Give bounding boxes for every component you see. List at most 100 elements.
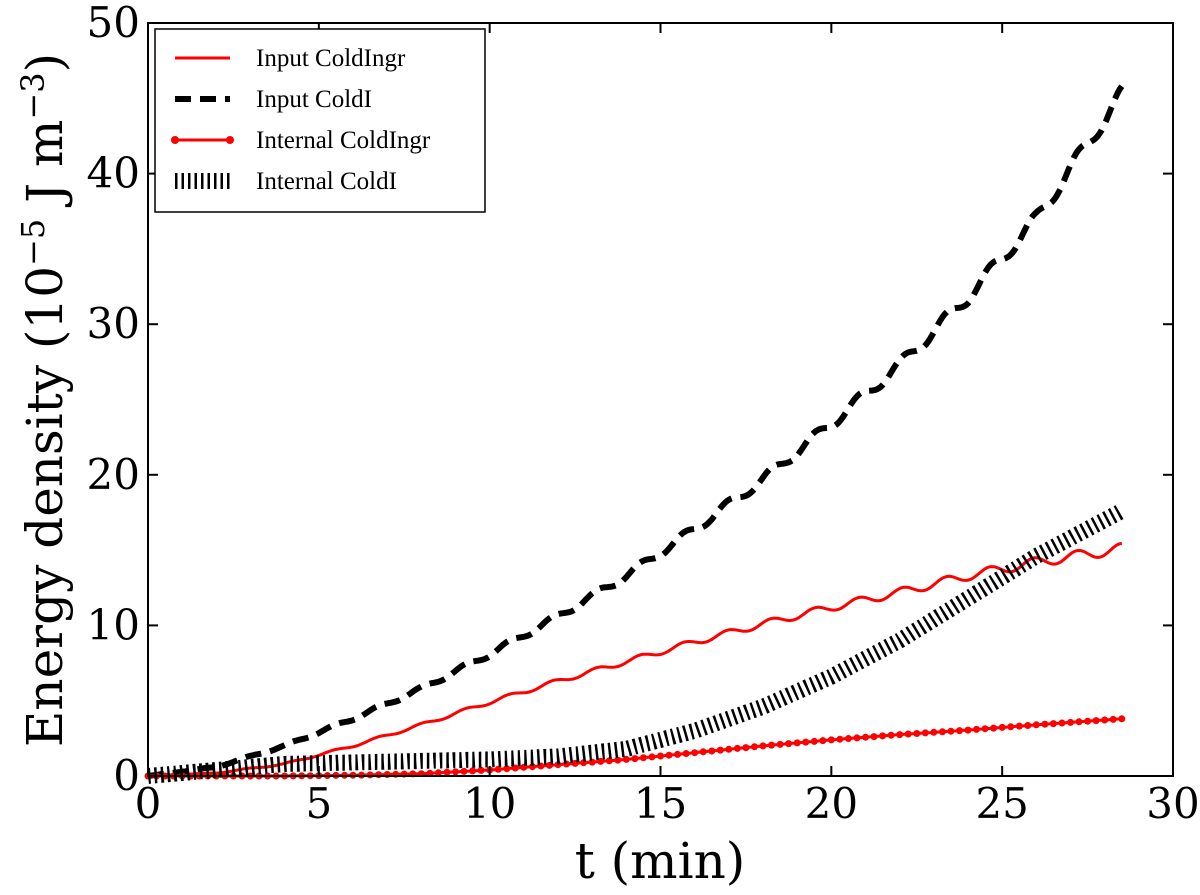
- data-point-internal-coldingr: [1049, 720, 1057, 728]
- data-point-internal-coldingr: [1109, 715, 1117, 723]
- x-tick-label: 0: [135, 779, 162, 828]
- data-point-internal-coldingr: [836, 735, 844, 743]
- data-point-internal-coldingr: [443, 768, 451, 776]
- data-point-internal-coldingr: [528, 763, 536, 771]
- y-axis-title-end: ): [16, 53, 74, 73]
- data-point-internal-coldingr: [947, 727, 955, 735]
- data-point-internal-coldingr: [887, 731, 895, 739]
- data-point-internal-coldingr: [853, 734, 861, 742]
- data-point-internal-coldingr: [819, 737, 827, 745]
- data-point-internal-coldingr: [896, 731, 904, 739]
- data-point-internal-coldingr: [682, 750, 690, 757]
- data-point-internal-coldingr: [1015, 722, 1023, 730]
- y-tick-label: 50: [87, 0, 140, 47]
- y-tick-label: 30: [87, 299, 140, 348]
- series-line-input-coldi: [147, 84, 1125, 779]
- data-point-internal-coldingr: [605, 757, 613, 765]
- data-point-internal-coldingr: [1041, 720, 1049, 728]
- x-tick-label: 10: [463, 779, 516, 828]
- data-point-internal-coldingr: [622, 755, 630, 763]
- data-point-internal-coldingr: [768, 741, 775, 749]
- data-point-internal-coldingr: [921, 729, 929, 737]
- legend-entry-internal-coldingr: Internal ColdIngr: [171, 127, 431, 154]
- data-point-internal-coldingr: [930, 728, 938, 736]
- data-point-internal-coldingr: [708, 747, 716, 755]
- data-point-internal-coldingr: [1007, 723, 1015, 731]
- x-axis-title: t (min): [575, 832, 746, 890]
- legend-marker: [226, 136, 234, 144]
- data-point-internal-coldingr: [1084, 717, 1092, 725]
- data-point-internal-coldingr: [452, 768, 459, 776]
- data-point-internal-coldingr: [751, 743, 758, 751]
- data-point-internal-coldingr: [1118, 715, 1126, 723]
- data-point-internal-coldingr: [776, 740, 784, 748]
- y-axis-title-mid: J m: [16, 120, 74, 219]
- legend-label: Input ColdI: [256, 86, 372, 113]
- data-point-internal-coldingr: [862, 733, 869, 741]
- legend-entries: Input ColdIngr Input ColdI Internal ColdIn…: [171, 45, 431, 195]
- data-point-internal-coldingr: [460, 767, 468, 775]
- data-point-internal-coldingr: [810, 737, 818, 745]
- data-point-internal-coldingr: [665, 751, 673, 759]
- data-point-internal-coldingr: [964, 726, 972, 734]
- y-axis-title: Energy density (10−5 J m−3): [14, 53, 74, 747]
- data-point-internal-coldingr: [725, 745, 733, 753]
- data-point-internal-coldingr: [1101, 716, 1109, 724]
- data-point-internal-coldingr: [938, 728, 946, 736]
- data-point-internal-coldingr: [375, 771, 383, 779]
- y-tick-label: 10: [87, 600, 140, 649]
- data-point-internal-coldingr: [588, 758, 596, 766]
- data-point-internal-coldingr: [870, 733, 878, 741]
- data-point-internal-coldingr: [998, 723, 1006, 731]
- legend-entry-internal-coldi: Internal ColdI: [175, 168, 397, 195]
- data-point-internal-coldingr: [477, 766, 485, 774]
- data-point-internal-coldingr: [614, 756, 622, 764]
- data-point-internal-coldingr: [802, 738, 810, 746]
- x-tick-label: 5: [305, 779, 332, 828]
- data-point-internal-coldingr: [494, 765, 502, 773]
- data-point-internal-coldingr: [793, 739, 801, 747]
- data-point-internal-coldingr: [648, 753, 656, 761]
- data-point-internal-coldingr: [827, 736, 835, 744]
- y-axis-title-exp2: −3: [14, 72, 52, 119]
- legend-label: Input ColdIngr: [256, 45, 406, 72]
- x-tick-label: 20: [805, 779, 858, 828]
- data-point-internal-coldingr: [733, 744, 741, 752]
- legend-label: Internal ColdI: [256, 168, 397, 195]
- data-point-internal-coldingr: [742, 744, 750, 752]
- legend-marker: [171, 136, 179, 144]
- data-point-internal-coldingr: [366, 771, 374, 779]
- data-point-internal-coldingr: [1075, 718, 1083, 726]
- ticks-layer: 0 5 10 15 20 25 30 0 10 20 30 40 50: [87, 0, 1200, 828]
- data-point-internal-coldingr: [1067, 718, 1074, 726]
- y-axis-title-main: Energy density (10: [16, 266, 74, 747]
- data-point-internal-coldingr: [1024, 722, 1032, 729]
- y-axis-title-exp1: −5: [14, 219, 52, 266]
- data-point-internal-coldingr: [990, 724, 998, 732]
- x-tick-label: 15: [634, 779, 687, 828]
- data-point-internal-coldingr: [1058, 719, 1066, 727]
- data-point-internal-coldingr: [785, 740, 793, 748]
- data-point-internal-coldingr: [1032, 721, 1040, 729]
- data-point-internal-coldingr: [956, 727, 963, 735]
- data-point-internal-coldingr: [879, 732, 887, 740]
- data-point-internal-coldingr: [639, 754, 647, 762]
- y-tick-label: 20: [87, 450, 140, 499]
- plot-layer: [144, 84, 1126, 784]
- data-point-internal-coldingr: [844, 735, 852, 742]
- y-tick-label: 0: [113, 751, 140, 800]
- series-line-internal-coldi: [147, 503, 1126, 784]
- data-point-internal-coldingr: [657, 752, 664, 760]
- data-point-internal-coldingr: [597, 757, 605, 765]
- legend-entry-input-coldi: Input ColdI: [175, 86, 372, 113]
- legend-label: Internal ColdIngr: [256, 127, 431, 154]
- legend-entry-input-coldingr: Input ColdIngr: [175, 45, 406, 72]
- data-point-internal-coldingr: [691, 749, 699, 757]
- data-point-internal-coldingr: [469, 767, 477, 775]
- data-point-internal-coldingr: [759, 742, 767, 750]
- data-point-internal-coldingr: [973, 725, 980, 733]
- x-tick-label: 25: [975, 779, 1028, 828]
- x-tick-label: 30: [1146, 779, 1199, 828]
- data-point-internal-coldingr: [674, 750, 682, 758]
